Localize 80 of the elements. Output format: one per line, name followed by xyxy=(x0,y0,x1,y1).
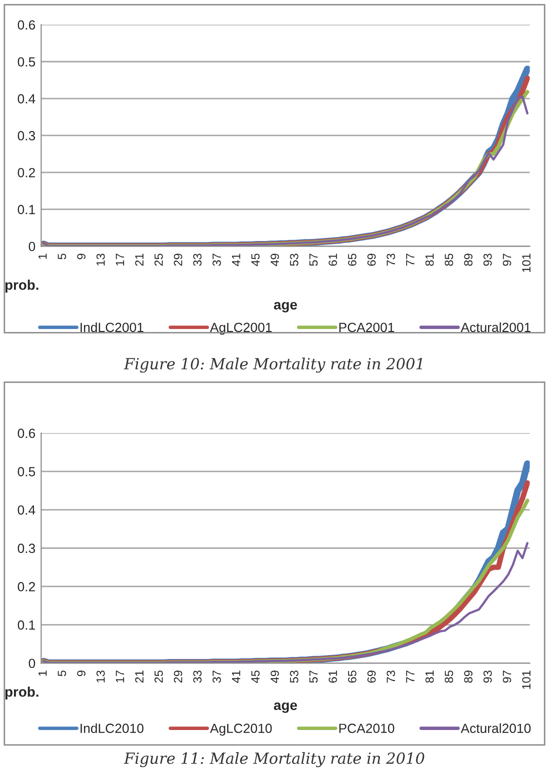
y-tick-label: 0 xyxy=(28,242,36,252)
y-tick-label: 0.3 xyxy=(18,544,36,554)
x-tick-label: 53 xyxy=(290,254,298,266)
x-tick-label: 29 xyxy=(174,254,182,266)
legend-label: AgLC2001 xyxy=(210,322,272,335)
x-tick-label: 81 xyxy=(425,670,434,683)
y-tick-label: 0.2 xyxy=(18,168,35,178)
y-tick-label: 0.5 xyxy=(18,57,36,67)
x-tick-label: 65 xyxy=(348,670,356,683)
y-tick-label: 0.5 xyxy=(18,467,36,476)
y-tick-label: 0 xyxy=(28,658,36,668)
x-tick-label: 41 xyxy=(232,254,240,266)
y-tick-label: 0.1 xyxy=(18,620,35,630)
x-tick-label: 17 xyxy=(116,670,124,682)
x-axis-title: age xyxy=(274,702,297,713)
x-tick-label: 21 xyxy=(135,254,144,266)
y-tick-label: 0.4 xyxy=(18,505,36,515)
x-tick-label: 97 xyxy=(502,670,512,683)
x-tick-label: 89 xyxy=(464,254,472,266)
x-tick-label: 13 xyxy=(96,254,105,266)
x-tick-label: 37 xyxy=(212,670,221,683)
x-axis-title: age xyxy=(274,302,297,312)
legend-label: Actural2001 xyxy=(460,322,530,332)
y-axis-title: prob. xyxy=(5,686,38,700)
x-tick-label: 13 xyxy=(96,670,105,682)
x-tick-label: 17 xyxy=(116,254,124,266)
caption: Figure 11: Male Mortality rate in 2010 xyxy=(124,752,424,768)
x-tick-label: 25 xyxy=(154,254,163,266)
y-tick-label: 0.1 xyxy=(18,204,35,214)
y-tick-label: 0.2 xyxy=(18,582,35,592)
x-tick-label: 49 xyxy=(270,670,279,683)
legend-label: IndLC2001 xyxy=(80,322,144,332)
caption: Figure 10: Male Mortality rate in 2001 xyxy=(124,358,422,373)
x-tick-label: 25 xyxy=(154,670,163,683)
x-tick-label: 57 xyxy=(309,254,318,266)
y-axis-title: prob. xyxy=(5,280,38,293)
x-tick-label: 53 xyxy=(290,670,298,683)
x-tick-label: 45 xyxy=(251,254,260,266)
x-tick-label: 37 xyxy=(212,254,221,266)
x-tick-label: 101 xyxy=(522,254,531,272)
x-tick-label: 5 xyxy=(58,254,66,260)
x-tick-label: 77 xyxy=(406,670,414,683)
x-tick-label: 65 xyxy=(348,254,356,266)
x-tick-label: 1 xyxy=(38,670,47,676)
x-tick-label: 33 xyxy=(193,670,202,683)
x-tick-label: 61 xyxy=(328,254,338,266)
x-tick-label: 29 xyxy=(174,670,182,683)
x-tick-label: 93 xyxy=(483,670,492,683)
legend-label: PCA2001 xyxy=(339,322,394,332)
x-tick-label: 93 xyxy=(483,254,492,266)
x-tick-label: 9 xyxy=(77,670,86,676)
x-tick-label: 41 xyxy=(232,670,240,683)
legend-label: Actural2010 xyxy=(460,723,531,734)
y-tick-label: 0.6 xyxy=(18,428,36,438)
x-tick-label: 57 xyxy=(309,670,318,683)
x-tick-label: 89 xyxy=(464,670,472,683)
x-tick-label: 5 xyxy=(58,670,66,676)
x-tick-label: 69 xyxy=(367,670,376,683)
x-tick-label: 73 xyxy=(386,670,396,683)
x-tick-label: 81 xyxy=(425,254,434,266)
legend-label: PCA2010 xyxy=(339,724,394,734)
x-tick-label: 97 xyxy=(502,254,512,266)
legend-label: AgLC2010 xyxy=(210,724,272,736)
x-tick-label: 1 xyxy=(38,254,47,259)
x-tick-label: 21 xyxy=(135,670,144,683)
x-tick-label: 85 xyxy=(444,670,454,683)
x-tick-label: 49 xyxy=(270,254,279,266)
x-tick-label: 77 xyxy=(406,254,414,266)
x-tick-label: 69 xyxy=(367,254,376,266)
y-tick-label: 0.6 xyxy=(18,20,36,30)
x-tick-label: 45 xyxy=(251,670,260,683)
x-tick-label: 73 xyxy=(386,254,396,266)
legend-label: IndLC2010 xyxy=(80,723,144,734)
x-tick-label: 9 xyxy=(77,254,86,260)
x-tick-label: 33 xyxy=(193,254,202,266)
x-tick-label: 101 xyxy=(522,670,531,689)
y-tick-label: 0.3 xyxy=(18,131,36,140)
x-tick-label: 85 xyxy=(444,254,454,266)
y-tick-label: 0.4 xyxy=(18,94,36,104)
x-tick-label: 61 xyxy=(328,670,338,683)
